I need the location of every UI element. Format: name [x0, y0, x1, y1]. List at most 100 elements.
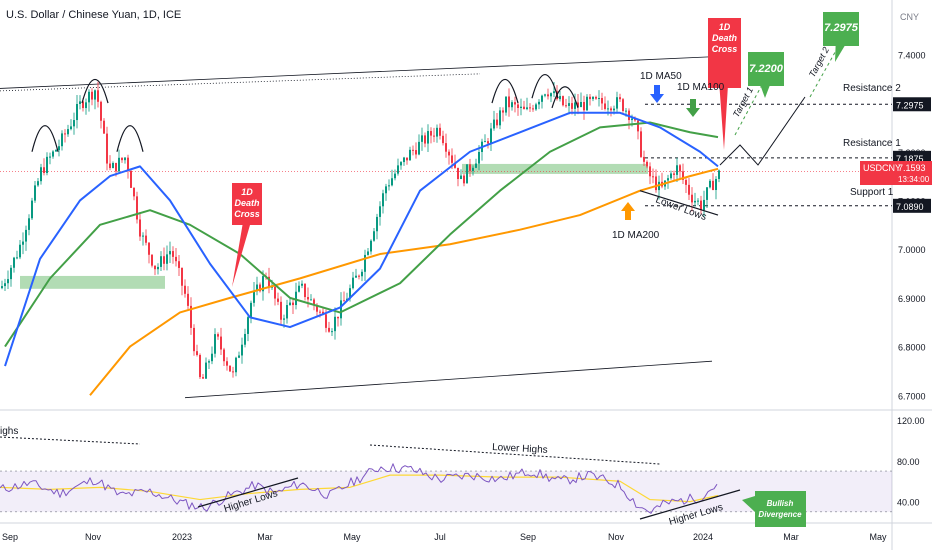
lower-lows-line	[639, 190, 719, 216]
candle-body	[616, 97, 618, 109]
tag-resistance-2: 7.2975	[896, 100, 924, 110]
candle-body	[16, 257, 18, 259]
candle-body	[373, 231, 375, 241]
candle-body	[337, 316, 339, 319]
tag-resistance-2-bg	[893, 97, 931, 112]
candle-body	[4, 283, 6, 287]
candle-body	[238, 355, 240, 358]
candle-body	[271, 286, 273, 288]
projection-path	[719, 96, 806, 166]
candle-body	[430, 131, 432, 136]
candle-body	[28, 218, 30, 230]
time-tick: Nov	[608, 532, 625, 542]
candle-body	[262, 276, 264, 292]
candle-body	[682, 171, 684, 180]
candle-body	[310, 299, 312, 301]
time-tick: May	[343, 532, 361, 542]
candle-body	[562, 96, 564, 106]
candle-body	[712, 180, 714, 191]
candle-body	[274, 286, 276, 299]
candle-body	[85, 102, 87, 109]
candle-body	[607, 108, 609, 110]
candle-body	[454, 162, 456, 168]
candle-body	[460, 175, 462, 180]
candle-body	[115, 162, 117, 172]
candle-body	[385, 186, 387, 194]
candle-body	[277, 298, 279, 302]
candle-body	[406, 157, 408, 161]
candle-body	[88, 91, 90, 103]
candle-body	[433, 135, 435, 137]
channel-top-dotted	[0, 73, 481, 92]
candle-body	[547, 94, 549, 97]
candle-body	[577, 102, 579, 108]
candle-body	[571, 103, 573, 109]
candle-body	[157, 266, 159, 270]
price-tick: 7.4000	[898, 50, 926, 60]
candle-body	[145, 235, 147, 243]
candle-body	[118, 157, 120, 172]
time-tick: 2024	[693, 532, 713, 542]
top-arc-5	[551, 86, 579, 109]
rsi-tick: 40.00	[897, 498, 920, 508]
candle-body	[412, 149, 414, 151]
candle-body	[670, 173, 672, 179]
tag-countdown: 13:34:00	[898, 175, 930, 184]
candle-body	[445, 143, 447, 152]
candle-body	[484, 141, 486, 143]
time-tick: Mar	[257, 532, 273, 542]
candle-body	[289, 302, 291, 306]
candle-body	[49, 156, 51, 158]
candle-body	[325, 314, 327, 328]
candle-body	[253, 291, 255, 303]
target-1-callout	[748, 52, 784, 98]
candle-body	[529, 107, 531, 109]
candle-body	[247, 317, 249, 334]
candle-body	[178, 261, 180, 268]
price-tick: 7.0000	[898, 245, 926, 255]
candle-body	[622, 99, 624, 111]
candle-body	[202, 377, 204, 379]
candle-body	[232, 371, 234, 373]
symbol-title: U.S. Dollar / Chinese Yuan, 1D, ICE	[6, 9, 182, 21]
candle-body	[595, 96, 597, 99]
candle-body	[592, 96, 594, 100]
candle-body	[523, 106, 525, 110]
candle-body	[619, 97, 621, 100]
candle-body	[301, 283, 303, 286]
candle-body	[451, 155, 453, 163]
candle-body	[520, 106, 522, 108]
candle-body	[532, 108, 534, 110]
ma50-line	[4, 111, 719, 367]
candle-body	[46, 156, 48, 173]
candle-body	[175, 256, 177, 262]
candle-body	[610, 108, 612, 111]
candle-body	[64, 133, 66, 135]
candle-body	[121, 157, 123, 161]
channel-bottom-line	[184, 360, 713, 399]
candle-body	[166, 254, 168, 264]
candle-body	[109, 163, 111, 169]
top-arc-0	[31, 125, 59, 152]
candle-body	[193, 327, 195, 352]
candle-body	[94, 90, 96, 100]
candle-body	[514, 102, 516, 105]
candle-body	[673, 173, 675, 175]
ma200-arrow	[621, 202, 635, 220]
candle-body	[631, 118, 633, 121]
candle-body	[478, 151, 480, 164]
time-tick: 2023	[172, 532, 192, 542]
candle-body	[250, 302, 252, 318]
candle-body	[223, 349, 225, 362]
top-arc-3	[491, 79, 519, 104]
candle-body	[652, 176, 654, 178]
tag-resistance-1: 7.1875	[896, 154, 924, 164]
target-1-callout-text: 7.2200	[749, 63, 784, 75]
candle-body	[133, 187, 135, 197]
candle-body	[403, 157, 405, 163]
candle-body	[130, 170, 132, 188]
candle-body	[169, 251, 171, 255]
candle-body	[418, 141, 420, 155]
candle-body	[331, 331, 333, 333]
